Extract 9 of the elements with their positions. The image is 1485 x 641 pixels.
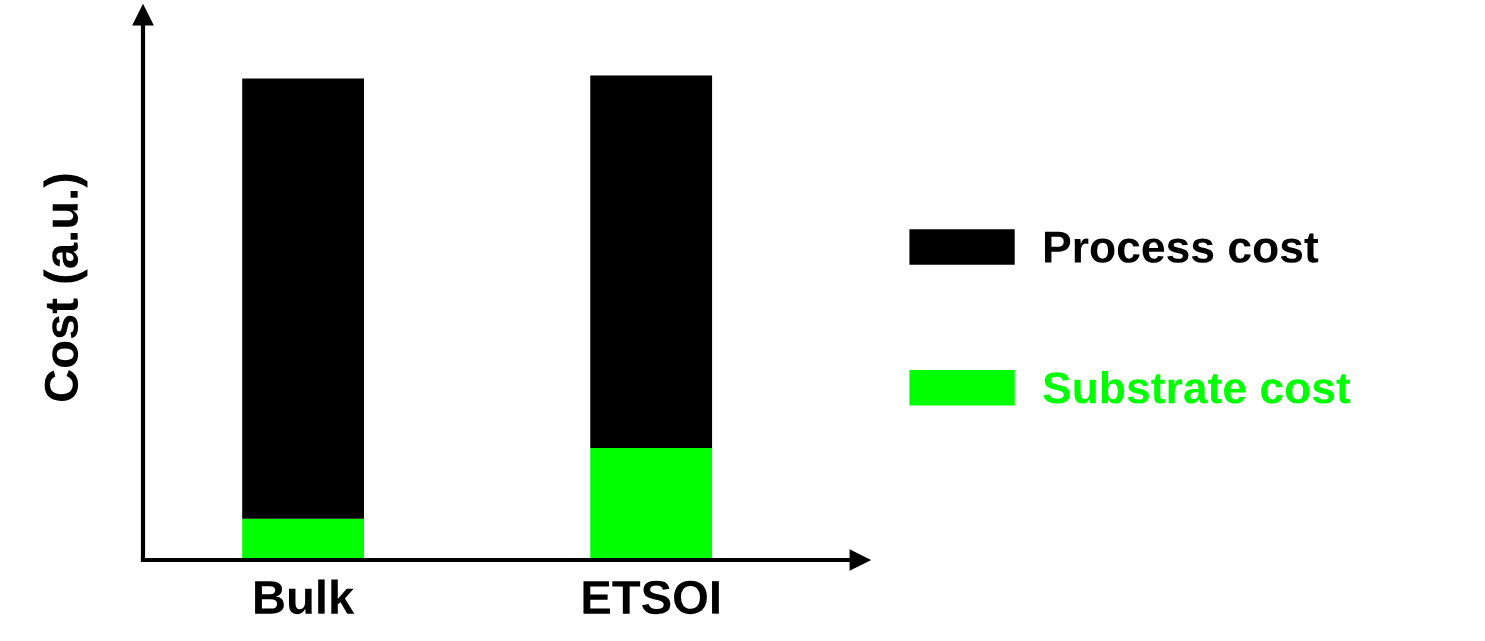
x-tick-label: ETSOI: [583, 580, 719, 615]
bar: [242, 518, 365, 560]
legend-label: Substrate cost: [1043, 370, 1351, 404]
bar: [590, 448, 713, 560]
bar: [242, 78, 365, 519]
y-axis-title: Cost (a.u.): [43, 174, 88, 401]
bar: [590, 75, 713, 449]
x-tick-label: Bulk: [255, 579, 355, 615]
legend-label: Process cost: [1045, 231, 1319, 263]
